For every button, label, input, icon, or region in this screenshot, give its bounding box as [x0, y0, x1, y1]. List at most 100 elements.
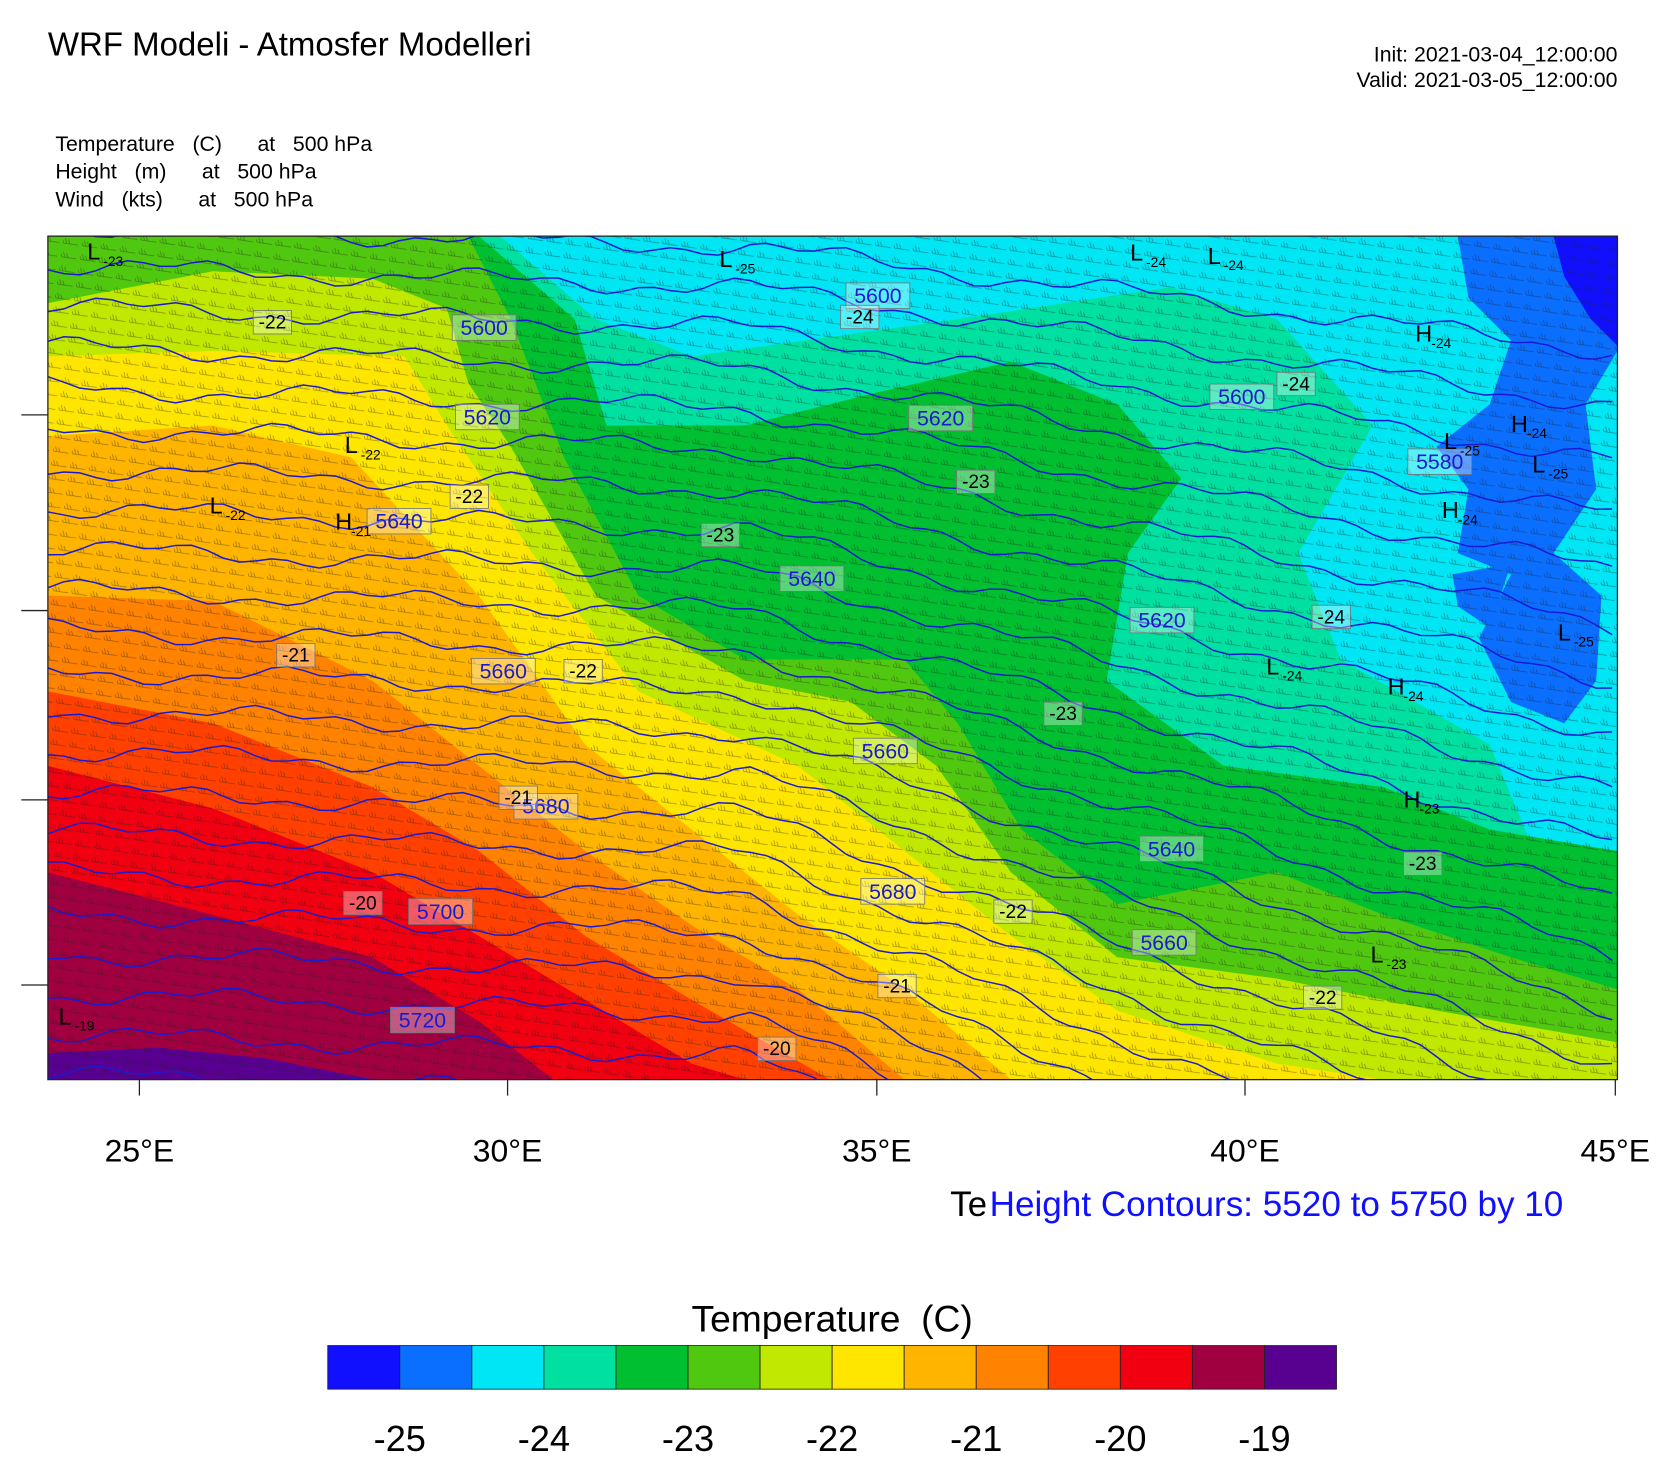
center-letter: L: [1371, 942, 1384, 968]
label-box: [700, 522, 740, 548]
label-box: [343, 890, 383, 916]
label-box: [757, 1036, 797, 1061]
label-box: [252, 310, 292, 335]
height-label: 5600: [854, 284, 901, 308]
temperature-label: -23: [1049, 704, 1077, 725]
field-label: Wind (kts) at 500 hPa: [55, 187, 313, 211]
colorbar-box: [543, 1345, 617, 1390]
temperature-label: -20: [349, 893, 377, 914]
label-box: [1139, 835, 1204, 863]
center-value: -23: [1420, 801, 1440, 817]
height-contour: [47, 297, 1613, 459]
footer-hidden: Te: [950, 1185, 987, 1224]
height-label: 5640: [375, 510, 422, 534]
label-box: [455, 403, 520, 431]
temperature-label: -23: [962, 472, 990, 493]
map: 5600 5600 5600 5620 5620 5620 5640 5640 5640 5660…: [47, 236, 1618, 1080]
label-box: [779, 565, 845, 592]
temperature-label: -23: [707, 525, 735, 546]
center-value: -22: [226, 507, 246, 523]
label-box: [366, 508, 432, 535]
label-box: [498, 785, 538, 810]
temperature-label: -24: [1317, 607, 1345, 628]
temperature-label: -21: [282, 646, 310, 667]
height-contour: [47, 540, 1613, 788]
temperature-label: -22: [999, 902, 1027, 923]
label-box: [563, 659, 603, 684]
temperature-label: -23: [1409, 854, 1437, 875]
valid-time: Valid: 2021-03-05_12:00:00: [1356, 68, 1617, 92]
label-box: [1311, 604, 1351, 630]
footer-mask: [985, 1180, 1624, 1229]
height-contour: [47, 947, 983, 1080]
height-contour: [91, 236, 1613, 360]
height-contour: [47, 822, 1369, 1080]
map-frame: [47, 235, 1619, 1081]
label-box: [513, 793, 579, 820]
colorbar-tick-label: -24: [518, 1418, 570, 1459]
center-value: -22: [361, 447, 381, 463]
center-letter: L: [1130, 240, 1143, 266]
field-label: Height (m) at 500 hPa: [55, 160, 316, 184]
label-box: [956, 469, 996, 494]
label-box: [1276, 371, 1316, 397]
center-value: -23: [1387, 956, 1407, 972]
center-value: -24: [1224, 257, 1244, 273]
temperature-label: -21: [883, 976, 911, 997]
label-box: [1043, 701, 1083, 726]
height-label: 5600: [461, 316, 508, 340]
colorbar-box: [327, 1345, 401, 1390]
temperature-label: -22: [1309, 988, 1337, 1009]
height-label: 5580: [1416, 450, 1463, 474]
center-letter: H: [1415, 320, 1432, 346]
center-value: -25: [735, 260, 755, 276]
label-box: [993, 899, 1033, 924]
center-letter: L: [87, 239, 100, 265]
label-box: [1303, 985, 1343, 1010]
colorbar-box: [399, 1345, 473, 1390]
height-label: 5620: [917, 406, 964, 430]
center-value: -25: [1548, 466, 1568, 482]
center-letter: L: [1444, 428, 1457, 454]
height-label: 5680: [869, 880, 916, 904]
label-box: [470, 657, 536, 685]
colorbar-tick-label: -22: [806, 1418, 858, 1459]
colorbar-title: Temperature (C): [691, 1298, 972, 1340]
height-contour: [47, 617, 1613, 894]
center-value: -24: [1146, 254, 1166, 270]
label-box: [860, 878, 926, 905]
temperature-label: -24: [846, 307, 874, 328]
height-label: 5720: [399, 1009, 446, 1033]
height-label: 5660: [480, 660, 527, 684]
temperature-label: -21: [504, 788, 532, 809]
lon-tick-label: 45°E: [1581, 1133, 1651, 1169]
height-label: 5680: [522, 795, 569, 819]
center-letter: L: [1532, 451, 1545, 477]
center-letter: L: [719, 246, 732, 272]
center-letter: L: [1558, 619, 1571, 645]
label-box: [276, 643, 316, 668]
center-letter: H: [1442, 497, 1459, 523]
center-value: -21: [351, 523, 371, 539]
height-contour: [47, 665, 1613, 961]
height-contour: [47, 988, 890, 1080]
label-box: [1407, 448, 1473, 475]
colorbar-tick-label: -19: [1238, 1418, 1290, 1459]
label-box: [408, 898, 473, 925]
colorbar-box: [759, 1345, 833, 1390]
height-label: 5640: [788, 567, 835, 591]
center-value: -24: [1282, 668, 1302, 684]
label-box: [852, 737, 918, 765]
temperature-label: -20: [763, 1039, 791, 1060]
center-value: -25: [1460, 442, 1480, 458]
height-label: 5660: [862, 739, 909, 763]
label-box: [451, 314, 517, 341]
center-value: -25: [1574, 634, 1594, 650]
center-letter: H: [1404, 786, 1421, 812]
center-value: -19: [74, 1018, 94, 1034]
colorbar-box: [1047, 1345, 1121, 1390]
center-value: -23: [103, 253, 123, 269]
label-box: [845, 282, 911, 309]
lon-tick-label: 25°E: [105, 1133, 175, 1169]
